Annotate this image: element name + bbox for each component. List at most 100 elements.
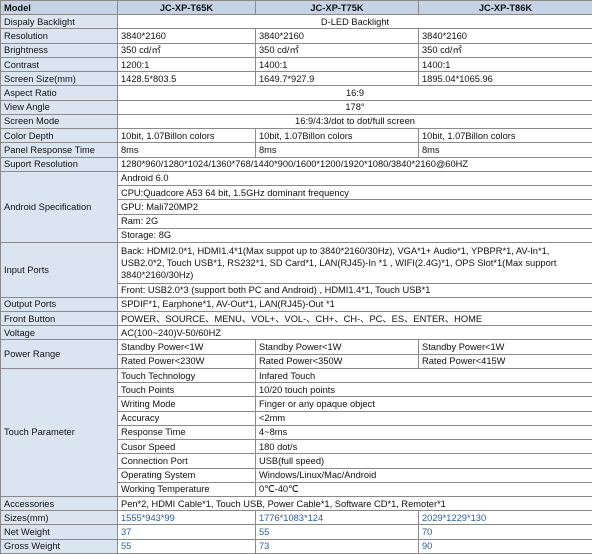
- cell-value: 350 cd/㎡: [418, 42, 592, 58]
- row-label: Sizes(mm): [0, 510, 118, 526]
- table-row: Color Depth 10bit, 1.07Billon colors 10bit…: [0, 128, 592, 144]
- row-label: Suport Resolution: [0, 156, 118, 172]
- row-label: Dispaly Backlight: [0, 14, 118, 30]
- cell-value: 10bit, 1.07Billon colors: [117, 128, 256, 144]
- cell-value: 1776*1083*124: [255, 510, 419, 526]
- cell-value: 55: [117, 538, 256, 554]
- table-row: Contrast 1200:1 1400:1 1400:1: [0, 56, 592, 73]
- cell-value: 178°: [117, 99, 592, 115]
- table-row: Resolution 3840*2160 3840*2160 3840*2160: [0, 28, 592, 44]
- cell-value: Rated Power<230W: [117, 353, 256, 369]
- header-label: Model: [0, 0, 118, 16]
- table-row: Voltage AC(100~240)V-50/60HZ: [0, 325, 592, 341]
- row-label: Aspect Ratio: [0, 85, 118, 101]
- cell-value: 4~8ms: [255, 424, 592, 441]
- cell-value: 1428.5*803.5: [117, 71, 256, 87]
- model-header: JC-XP-T75K: [255, 0, 419, 16]
- sub-label: Cusor Speed: [117, 439, 256, 455]
- cell-value: 37: [117, 524, 256, 540]
- cell-value: Ram: 2G: [117, 213, 592, 229]
- cell-value: 1895.04*1065.96: [418, 71, 592, 87]
- table-row: Accessories Pen*2, HDMI Cable*1, Touch US…: [0, 496, 592, 512]
- row-label: Color Depth: [0, 128, 118, 144]
- cell-value: 8ms: [117, 142, 256, 158]
- cell-value: 55: [255, 524, 419, 540]
- cell-value: SPDIF*1, Earphone*1, AV-Out*1, LAN(RJ45)…: [117, 296, 592, 312]
- sub-label: Connection Port: [117, 453, 256, 469]
- row-label: Android Specification: [0, 170, 118, 243]
- cell-value: 70: [418, 524, 592, 540]
- sub-label: Touch Points: [117, 382, 256, 398]
- table-row: Response Time 4~8ms: [1, 424, 592, 441]
- cell-value: Android 6.0: [117, 170, 592, 187]
- table-row: Touch Parameter Touch Technology Infared T…: [0, 367, 592, 498]
- cell-value: Standby Power<1W: [418, 339, 592, 355]
- cell-value: 1555*943*99: [117, 510, 256, 526]
- cell-value: 10/20 touch points: [255, 382, 592, 398]
- cell-value: 16:9/4:3/dot to dot/full screen: [117, 113, 592, 130]
- sub-label: Response Time: [117, 424, 256, 441]
- sub-label: Working Temperature: [117, 481, 256, 498]
- sub-label: Writing Mode: [117, 396, 256, 412]
- cell-value: 10bit, 1.07Billon colors: [255, 128, 419, 144]
- table-row: Net Weight 37 55 70: [0, 524, 592, 540]
- cell-value: Rated Power<350W: [255, 353, 419, 369]
- table-row: Power Range Standby Power<1W Standby Power…: [0, 339, 592, 369]
- table-row: View Angle 178°: [0, 99, 592, 115]
- cell-value: 10bit, 1.07Billon colors: [418, 128, 592, 144]
- cell-value: 1280*960/1280*1024/1360*768/1440*900/160…: [117, 156, 592, 172]
- cell-value: Standby Power<1W: [255, 339, 419, 355]
- cell-value: 90: [418, 538, 592, 554]
- table-row: Android Specification Android 6.0: [0, 170, 592, 243]
- cell-value: 3840*2160: [418, 28, 592, 44]
- cell-value: 1400:1: [418, 56, 592, 73]
- sub-label: Operating System: [117, 467, 256, 483]
- cell-value: 8ms: [255, 142, 419, 158]
- table-row: Writing Mode Finger or any opaque object: [1, 396, 592, 412]
- cell-value: GPU: Mali720MP2: [117, 199, 592, 215]
- row-label: Net Weight: [0, 524, 118, 540]
- table-row: Output Ports SPDIF*1, Earphone*1, AV-Out*…: [0, 296, 592, 312]
- row-label: Front Button: [0, 310, 118, 327]
- cell-value: AC(100~240)V-50/60HZ: [117, 325, 592, 341]
- cell-value: Infared Touch: [255, 367, 592, 384]
- table-row: Suport Resolution 1280*960/1280*1024/1360…: [0, 156, 592, 172]
- cell-value: 0℃-40℃: [255, 481, 592, 498]
- row-label: Voltage: [0, 325, 118, 341]
- row-label: Touch Parameter: [0, 367, 118, 498]
- cell-value: CPU:Quadcore A53 64 bit, 1.5GHz dominant…: [117, 185, 592, 201]
- cell-value: 1649.7*927.9: [255, 71, 419, 87]
- sub-label: Touch Technology: [117, 367, 256, 384]
- row-label: Screen Mode: [0, 113, 118, 130]
- table-row: Gross Weight 55 73 90: [0, 538, 592, 554]
- row-label: Brightness: [0, 42, 118, 58]
- table-row: Working Temperature 0℃-40℃: [1, 481, 592, 498]
- table-row: Operating System Windows/Linux/Mac/Androi…: [1, 467, 592, 483]
- table-row: Touch Points 10/20 touch points: [1, 382, 592, 398]
- cell-value: 8ms: [418, 142, 592, 158]
- sub-label: Accuracy: [117, 410, 256, 426]
- cell-value: Back: HDMI2.0*1, HDMI1.4*1(Max suppot up…: [117, 241, 592, 284]
- cell-value: Standby Power<1W: [117, 339, 256, 355]
- cell-value: POWER、SOURCE、MENU、VOL+、VOL-、CH+、CH-、PC、E…: [117, 310, 592, 327]
- table-row: Input Ports Back: HDMI2.0*1, HDMI1.4*1(Ma…: [0, 241, 592, 298]
- cell-value: 350 cd/㎡: [255, 42, 419, 58]
- cell-value: 73: [255, 538, 419, 554]
- cell-value: 3840*2160: [117, 28, 256, 44]
- row-label: Input Ports: [0, 241, 118, 298]
- cell-value: 1200:1: [117, 56, 256, 73]
- cell-value: 16:9: [117, 85, 592, 101]
- table-row: Model JC-XP-T65K JC-XP-T75K JC-XP-T86K: [0, 0, 592, 16]
- cell-value: Pen*2, HDMI Cable*1, Touch USB, Power Ca…: [117, 496, 592, 512]
- row-label: Contrast: [0, 56, 118, 73]
- cell-value: 3840*2160: [255, 28, 419, 44]
- table-row: Brightness 350 cd/㎡ 350 cd/㎡ 350 cd/㎡: [0, 42, 592, 58]
- cell-value: Front: USB2.0*3 (support both PC and And…: [117, 282, 592, 298]
- table-row: Aspect Ratio 16:9: [0, 85, 592, 101]
- cell-value: Storage: 8G: [117, 227, 592, 243]
- table-row: Screen Size(mm) 1428.5*803.5 1649.7*927.9 1…: [0, 71, 592, 87]
- model-header: JC-XP-T86K: [418, 0, 592, 16]
- row-label: Gross Weight: [0, 538, 118, 554]
